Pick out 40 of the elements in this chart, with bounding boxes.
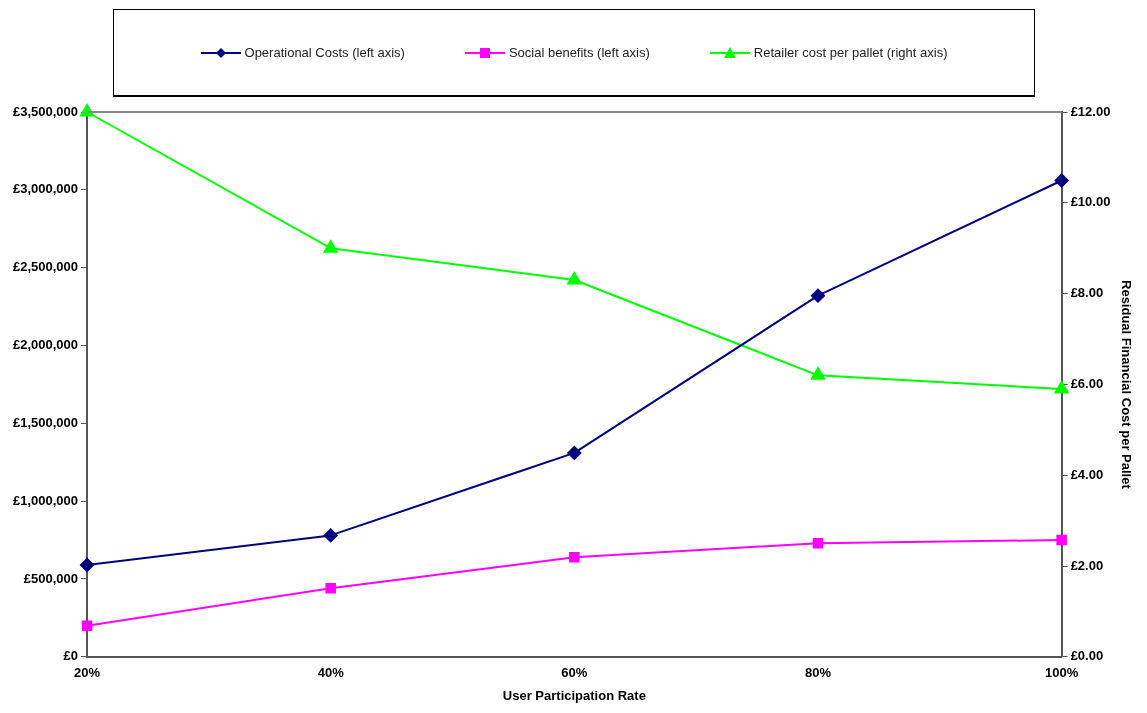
y-tick-label: £1,500,000 [12,414,79,430]
point [1054,173,1069,188]
y2-tick-label: £6.00 [1070,375,1104,391]
y-tick-label: £2,500,000 [12,259,79,275]
point [323,240,338,253]
y2-tick-label: £0.00 [1070,648,1104,664]
y-tick-label: £0 [63,648,79,664]
x-tick-label: 40% [317,665,345,681]
point [567,271,582,285]
point [325,583,336,594]
point [80,557,95,572]
y-tick-label: £3,000,000 [12,181,79,197]
point [567,445,582,460]
y-tick-label: £3,500,000 [12,103,79,119]
y-tick-label: £1,000,000 [12,492,79,508]
x-tick-label: 100% [1045,665,1079,681]
y2-axis-title: Residual Financial Cost per Pallet [1118,280,1134,490]
point [810,367,826,380]
x-tick-label: 20% [74,665,101,681]
x-axis-title: User Participation Rate [502,687,646,703]
legend-label: Social benefits (left axis) [508,45,650,60]
point [811,288,825,303]
point [1054,380,1069,394]
y2-tick-label: £10.00 [1070,194,1111,210]
y2-tick-label: £4.00 [1070,466,1104,482]
legend-label: Retailer cost per pallet (right axis) [753,45,948,60]
y2-tick-label: £8.00 [1070,285,1104,301]
y2-tick-label: £12.00 [1070,103,1111,119]
y-tick-label: £2,000,000 [12,337,79,353]
point [81,620,93,631]
x-tick-label: 80% [804,665,832,681]
y2-tick-label: £2.00 [1070,557,1104,573]
x-tick-label: 60% [561,665,588,681]
point [80,104,95,117]
point [323,528,338,543]
point [1056,534,1067,546]
legend-label: Operational Costs (left axis) [244,45,405,60]
point [812,537,824,549]
point [569,551,580,563]
y-tick-label: £500,000 [23,570,79,586]
